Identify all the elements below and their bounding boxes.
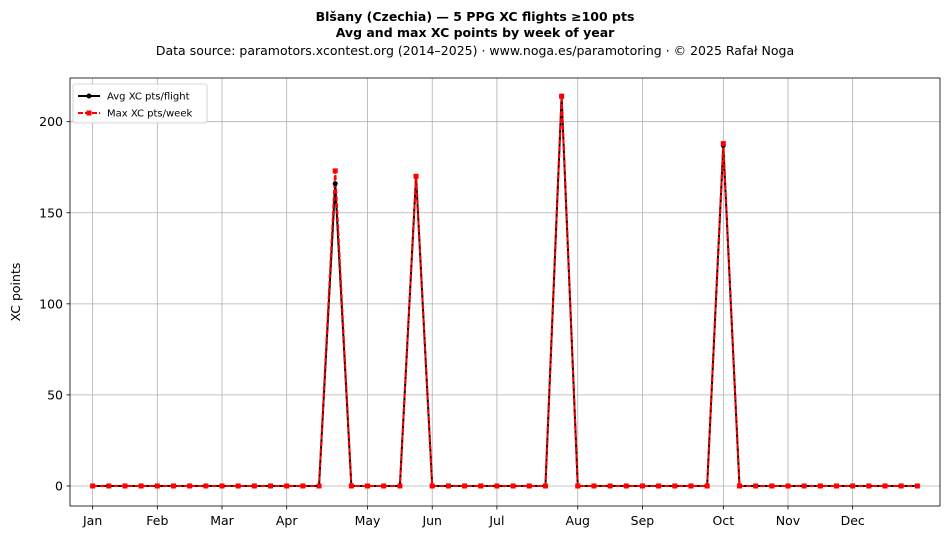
max-point	[494, 483, 500, 489]
max-point	[559, 93, 565, 99]
plot-frame	[69, 77, 941, 507]
max-point	[154, 483, 160, 489]
max-point	[769, 483, 775, 489]
y-tick-label: 50	[47, 387, 63, 402]
y-tick-label: 200	[39, 114, 63, 129]
max-point	[704, 483, 710, 489]
y-tick-label: 150	[39, 205, 63, 220]
avg-point	[332, 181, 338, 187]
max-point	[866, 483, 872, 489]
grid	[70, 78, 940, 506]
axis-ticks: Jan Feb Mar Apr May Jun Jul Aug Sep Oct Nov Dec 0 50 1…	[39, 114, 865, 528]
x-tick-label: Aug	[566, 513, 590, 528]
max-point	[429, 483, 435, 489]
x-tick-label: Dec	[841, 513, 865, 528]
max-point	[575, 483, 581, 489]
series-line-max	[92, 95, 918, 487]
max-point	[300, 483, 306, 489]
max-point	[898, 483, 904, 489]
max-point	[284, 483, 290, 489]
max-point	[122, 483, 128, 489]
max-point	[542, 483, 548, 489]
x-tick-label: Mar	[210, 513, 234, 528]
max-point	[801, 483, 807, 489]
legend-marker-avg	[86, 93, 92, 99]
max-point	[607, 483, 613, 489]
max-point	[510, 483, 516, 489]
series-markers	[90, 93, 920, 489]
legend-label-max: Max XC pts/week	[107, 109, 192, 120]
max-point	[365, 483, 371, 489]
max-point	[462, 483, 468, 489]
max-point	[478, 483, 484, 489]
max-point	[672, 483, 678, 489]
series-lines	[92, 95, 918, 487]
max-point	[720, 141, 726, 147]
max-point	[736, 483, 742, 489]
max-point	[138, 483, 144, 489]
max-point	[850, 483, 856, 489]
max-point	[914, 483, 920, 489]
max-point	[90, 483, 96, 489]
chart-title-line2: Avg and max XC points by week of year	[336, 25, 615, 40]
max-point	[397, 483, 403, 489]
max-point	[268, 483, 274, 489]
max-point	[106, 483, 112, 489]
max-point	[332, 168, 338, 174]
max-point	[834, 483, 840, 489]
x-tick-label: Nov	[776, 513, 801, 528]
max-point	[817, 483, 823, 489]
y-tick-label: 100	[39, 296, 63, 311]
max-point	[235, 483, 241, 489]
max-point	[785, 483, 791, 489]
legend-box	[72, 83, 208, 124]
chart-title-line1: Blšany (Czechia) — 5 PPG XC flights ≥100…	[316, 9, 635, 24]
max-point	[656, 483, 662, 489]
max-point	[882, 483, 888, 489]
max-point	[591, 483, 597, 489]
x-tick-label: Sep	[631, 513, 655, 528]
chart-subtitle: Data source: paramotors.xcontest.org (20…	[156, 43, 794, 58]
max-point	[445, 483, 451, 489]
max-point	[623, 483, 629, 489]
max-point	[203, 483, 209, 489]
max-point	[413, 173, 419, 179]
x-tick-label: Jan	[82, 513, 102, 528]
x-tick-label: Apr	[276, 513, 298, 528]
x-tick-label: May	[355, 513, 381, 528]
legend-marker-max	[86, 110, 92, 116]
y-axis-label: XC points	[8, 263, 23, 322]
max-point	[170, 483, 176, 489]
max-point	[753, 483, 759, 489]
max-point	[219, 483, 225, 489]
x-tick-label: Jun	[421, 513, 442, 528]
legend: Avg XC pts/flight Max XC pts/week	[72, 83, 208, 124]
x-tick-label: Jul	[488, 513, 504, 528]
max-point	[348, 483, 354, 489]
max-point	[526, 483, 532, 489]
y-tick-label: 0	[55, 478, 63, 493]
max-point	[251, 483, 257, 489]
x-tick-label: Oct	[712, 513, 734, 528]
legend-label-avg: Avg XC pts/flight	[107, 92, 190, 103]
series-line-avg	[92, 95, 918, 487]
max-point	[688, 483, 694, 489]
x-tick-label: Feb	[146, 513, 168, 528]
max-point	[187, 483, 193, 489]
max-point	[639, 483, 645, 489]
max-point	[316, 483, 322, 489]
max-point	[381, 483, 387, 489]
